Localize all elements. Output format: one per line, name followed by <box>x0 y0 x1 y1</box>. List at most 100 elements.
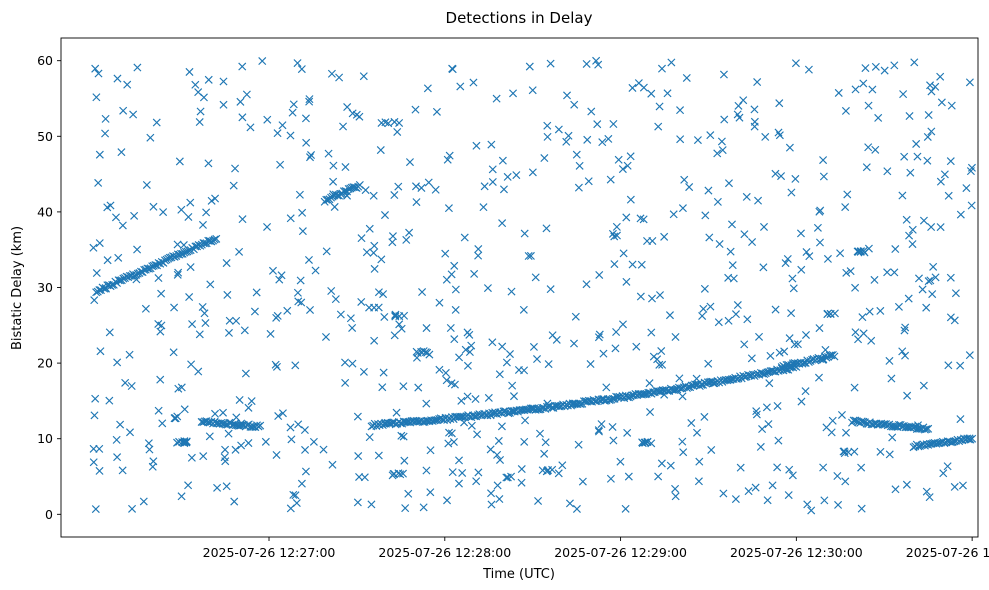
detection-marker <box>815 324 824 333</box>
detection-marker <box>890 268 899 277</box>
detection-marker <box>357 297 366 306</box>
detection-marker <box>584 177 593 186</box>
detection-marker <box>805 252 814 261</box>
detection-marker <box>237 441 246 450</box>
detection-marker <box>185 293 194 302</box>
detection-marker <box>199 239 208 248</box>
detection-marker <box>444 439 453 448</box>
detection-marker <box>374 451 383 460</box>
detection-marker <box>618 165 627 174</box>
detection-marker <box>956 210 965 219</box>
detection-marker <box>849 416 858 425</box>
detection-marker <box>402 235 411 244</box>
x-tick-label: 2025-07-26 12:31:00 <box>906 545 989 560</box>
detection-marker <box>283 306 292 315</box>
detection-marker <box>862 163 871 172</box>
detection-marker <box>92 93 101 102</box>
detection-marker <box>632 342 641 351</box>
detection-marker <box>890 61 899 70</box>
detection-marker <box>456 82 465 91</box>
detection-marker <box>191 80 200 89</box>
detection-marker <box>435 365 444 374</box>
detection-marker <box>221 457 230 466</box>
detection-marker <box>376 146 385 155</box>
detection-marker <box>390 191 399 200</box>
detection-marker <box>944 361 953 370</box>
detection-marker <box>272 450 281 459</box>
detection-marker <box>898 191 907 200</box>
detection-marker <box>489 409 498 418</box>
detection-marker <box>91 394 100 403</box>
detection-marker <box>116 420 125 429</box>
y-tick-label: 30 <box>37 280 53 295</box>
detection-marker <box>797 397 806 406</box>
detection-marker <box>484 393 493 402</box>
detection-marker <box>922 487 931 496</box>
detection-marker <box>321 332 330 341</box>
detection-marker <box>936 177 945 186</box>
detection-marker <box>447 379 456 388</box>
detection-marker <box>395 118 404 127</box>
detection-marker <box>707 445 716 454</box>
detection-marker <box>435 414 444 423</box>
detection-marker <box>133 245 142 254</box>
detection-marker <box>148 462 157 471</box>
detection-marker <box>447 270 456 279</box>
detection-marker <box>106 201 115 210</box>
detection-marker <box>125 350 134 359</box>
detection-marker <box>528 168 537 177</box>
detection-marker <box>750 117 759 126</box>
detection-marker <box>742 192 751 201</box>
detection-marker <box>750 105 759 114</box>
detection-marker <box>720 115 729 124</box>
detection-marker <box>612 327 621 337</box>
detection-marker <box>774 128 783 137</box>
detection-marker <box>558 461 567 470</box>
detection-marker <box>195 118 204 127</box>
detection-marker <box>606 474 615 483</box>
detection-marker <box>563 91 572 100</box>
detection-marker <box>495 370 504 379</box>
detection-marker <box>94 69 103 78</box>
detection-marker <box>388 471 397 480</box>
detection-marker <box>614 155 623 164</box>
detection-marker <box>714 318 723 327</box>
detection-marker <box>159 208 168 217</box>
detection-marker <box>177 383 186 392</box>
detection-marker <box>472 141 481 150</box>
detection-marker <box>142 180 151 189</box>
detection-marker <box>306 305 315 314</box>
detection-marker <box>861 64 870 73</box>
detection-marker <box>665 311 674 320</box>
detection-marker <box>753 78 762 87</box>
detection-marker <box>463 328 472 337</box>
detection-marker <box>156 327 165 336</box>
detection-marker <box>95 444 104 453</box>
detection-marker <box>145 445 154 454</box>
detection-marker <box>833 471 842 481</box>
detection-marker <box>445 151 454 160</box>
detection-marker <box>496 455 505 464</box>
detection-marker <box>913 152 922 161</box>
detection-marker <box>327 69 336 78</box>
detection-marker <box>224 328 233 337</box>
detection-marker <box>449 437 458 446</box>
detection-marker <box>89 444 98 453</box>
detection-marker <box>758 425 767 434</box>
detection-marker <box>964 435 973 444</box>
detection-marker <box>157 289 166 298</box>
detection-marker <box>693 428 702 437</box>
detection-marker <box>724 179 733 188</box>
detection-marker <box>111 213 120 222</box>
detection-marker <box>841 106 850 115</box>
detection-marker <box>788 471 797 480</box>
detection-marker <box>365 433 374 442</box>
detection-marker <box>492 94 501 103</box>
detection-marker <box>488 177 497 186</box>
detection-marker <box>639 215 648 224</box>
detection-marker <box>377 255 386 264</box>
detection-marker <box>636 292 645 301</box>
detection-marker <box>891 245 900 254</box>
detection-marker <box>704 359 713 368</box>
detection-marker <box>918 285 927 294</box>
